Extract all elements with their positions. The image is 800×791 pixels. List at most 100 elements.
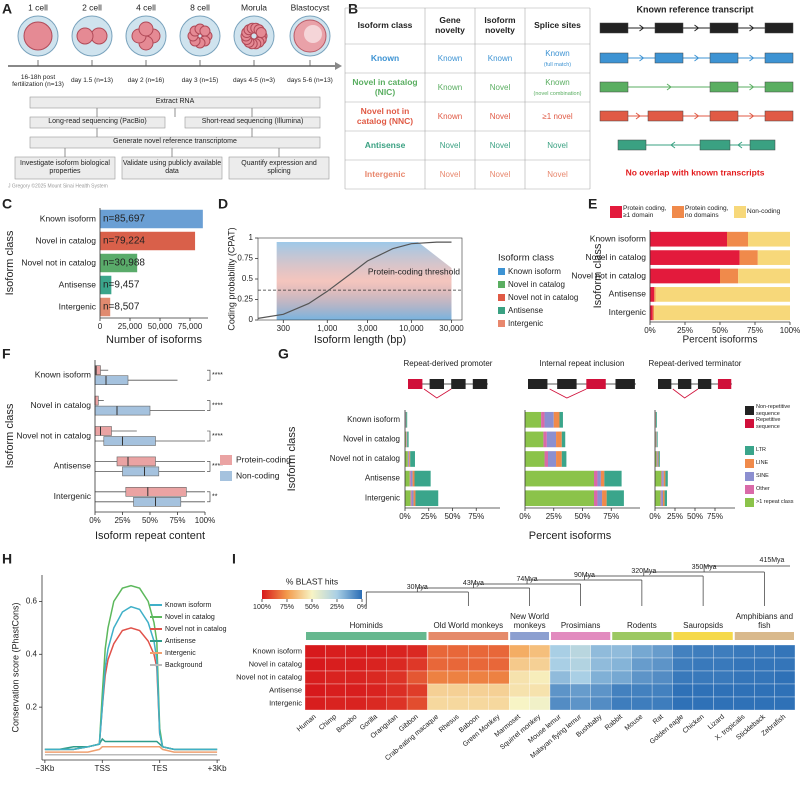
- x-axis-label: Isoform length (bp): [314, 334, 406, 346]
- heatmap-cell: [488, 670, 510, 685]
- table-header-box: Isoform novelty: [484, 15, 515, 35]
- table-cell: Novel: [439, 140, 461, 150]
- bar-segment: [405, 490, 411, 507]
- intron-arrow: [639, 54, 645, 62]
- colorbar-tick-label: 50%: [305, 604, 319, 611]
- significance-label: ****: [212, 372, 223, 379]
- heatmap-cell: [733, 644, 755, 659]
- bar-segment: [656, 431, 658, 448]
- group-bar: [428, 632, 509, 640]
- diagram-note: No overlap with known transcripts: [626, 167, 765, 177]
- heatmap-cell: [386, 670, 408, 685]
- class-name: Intergenic: [364, 168, 406, 179]
- stage-time-box: days 4-5 (n=3): [233, 77, 275, 84]
- step-box: [184, 116, 321, 129]
- heatmap-cell: [672, 696, 694, 711]
- bar-segment: [597, 470, 601, 487]
- legend-swatch: [498, 268, 505, 275]
- bar-segment: [650, 268, 720, 284]
- bar-segment: [548, 451, 557, 467]
- embryo-cell: [138, 21, 154, 37]
- y-tick-label: Novel in catalog: [31, 400, 92, 410]
- box: [133, 496, 182, 507]
- step-label-box: Validate using publicly available data: [122, 159, 222, 175]
- class-name: Known: [370, 52, 400, 63]
- heatmap-cell: [549, 696, 571, 711]
- y-tick-label: Intergenic: [365, 493, 400, 502]
- bar: [100, 253, 138, 273]
- y-tick-label: Novel not in catalog: [16, 430, 91, 440]
- exon: [764, 22, 794, 34]
- heatmap-cell: [713, 683, 734, 698]
- x-tick-label: 75%: [603, 512, 619, 521]
- bar-segment: [663, 490, 665, 507]
- y-tick-label: 0.4: [26, 649, 38, 658]
- x-tick-label: 25%: [677, 326, 693, 335]
- legend-label-box: Protein coding, no domains: [685, 205, 728, 219]
- heatmap-cell: [386, 696, 408, 711]
- bar: [100, 297, 111, 317]
- embryo-zona: [179, 15, 221, 57]
- legend-swatch: [498, 294, 505, 301]
- bar: [100, 275, 112, 295]
- data-label: n=30,988: [103, 258, 145, 269]
- bar-segment: [561, 431, 566, 448]
- colorbar-tick-label: 25%: [330, 604, 344, 611]
- table-note-box: (novel combination): [534, 91, 582, 97]
- box: [94, 426, 112, 436]
- colorbar-tick-label: 100%: [253, 604, 271, 611]
- x-axis-label: Percent isoforms: [529, 530, 612, 542]
- bar-segment: [525, 431, 544, 448]
- step-label: Validate using publicly available data: [122, 159, 222, 175]
- bar-segment: [556, 451, 562, 467]
- table-note: (full match): [543, 61, 572, 68]
- bar-segment: [650, 287, 655, 302]
- x-tick-label: 0%: [399, 512, 411, 521]
- legend-swatch: [734, 206, 746, 218]
- heatmap-cell: [304, 657, 326, 672]
- significance-label: ****: [212, 463, 223, 470]
- box: [94, 375, 129, 386]
- heatmap-cell: [631, 696, 653, 711]
- heatmap-cell: [754, 696, 775, 711]
- heatmap-cell: [509, 683, 530, 698]
- panel-label: E: [588, 196, 597, 212]
- legend-label: Novel not in catalog: [165, 626, 227, 633]
- exon: [647, 110, 684, 122]
- group-label: Hominids: [349, 620, 383, 630]
- bar-segment: [410, 490, 412, 507]
- heatmap-cell: [325, 696, 346, 711]
- subpanel-title: Internal repeat inclusion: [540, 359, 625, 368]
- bar-segment: [544, 451, 548, 467]
- table-cell: Novel: [489, 169, 511, 179]
- bar-segment: [655, 451, 657, 467]
- y-axis-label: Isoform class: [286, 426, 298, 491]
- column-label: Rhesus: [438, 713, 461, 734]
- stage-time: day 3 (n=15): [181, 77, 219, 85]
- heatmap-cell: [754, 644, 775, 659]
- stage-time: day 2 (n=16): [127, 77, 165, 85]
- y-tick-label: Known isoform: [40, 213, 96, 223]
- divergence-label: 74Mya: [517, 576, 538, 583]
- heatmap-cell: [672, 670, 694, 685]
- heatmap-cell: [325, 657, 346, 672]
- legend-label: Background: [165, 662, 202, 669]
- step-label-box: Extract RNA: [156, 98, 195, 105]
- divergence-label: 30Mya: [407, 584, 428, 591]
- bar: [100, 231, 196, 251]
- exon: [709, 52, 739, 64]
- x-tick-label: 75%: [169, 516, 185, 525]
- heatmap-cell: [774, 670, 796, 685]
- bar-segment: [406, 411, 408, 428]
- embryo-cell: [76, 27, 94, 45]
- bar-segment: [720, 268, 739, 284]
- exon: [709, 81, 739, 93]
- divergence-label: 90Mya: [574, 572, 595, 579]
- table-cell-box: Novel: [489, 169, 511, 179]
- bar: [100, 209, 203, 229]
- exon: [599, 110, 629, 122]
- group-label: Old World monkeys: [433, 620, 504, 630]
- heatmap-cell: [570, 644, 591, 659]
- heatmap-cell: [774, 696, 796, 711]
- data-label: n=85,697: [103, 214, 145, 225]
